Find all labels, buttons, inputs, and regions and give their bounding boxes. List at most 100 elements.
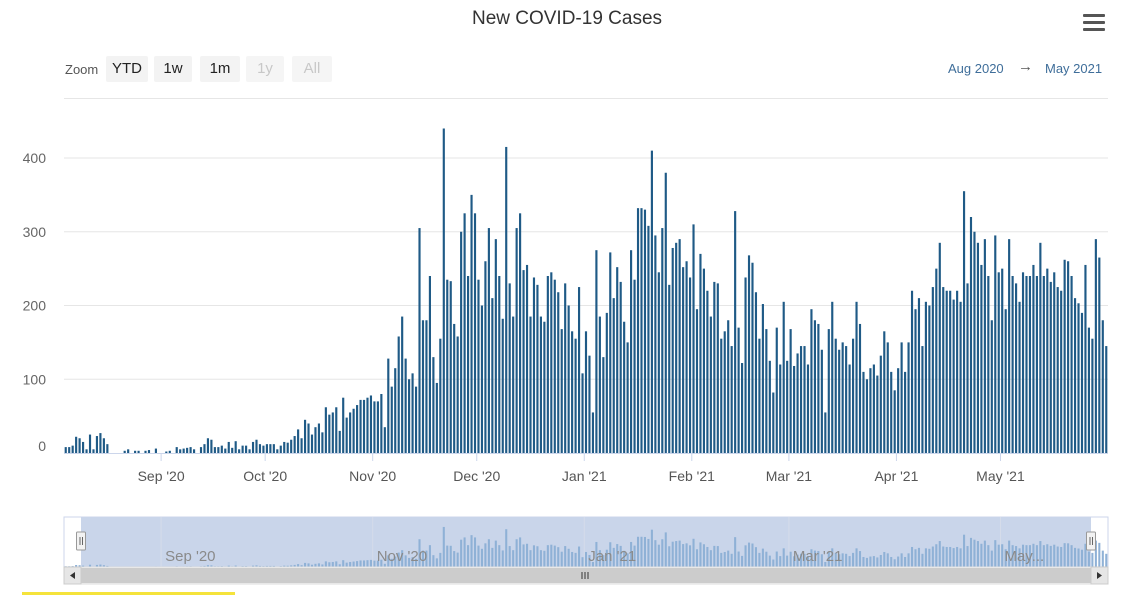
bar[interactable] [88,434,92,453]
navigator-right-handle[interactable] [1086,531,1096,551]
range-from-input[interactable]: Aug 2020 [948,61,1004,76]
bar[interactable] [879,355,882,453]
bar[interactable] [532,277,536,453]
bar[interactable] [782,301,785,453]
bar[interactable] [671,247,674,453]
bar[interactable] [238,449,241,453]
bar[interactable] [359,399,362,453]
bar[interactable] [560,329,563,453]
bar[interactable] [602,357,605,454]
bar[interactable] [192,449,196,453]
bar[interactable] [255,439,258,453]
bar[interactable] [446,279,449,453]
bar[interactable] [931,287,934,453]
bar[interactable] [654,235,657,453]
bar[interactable] [959,301,962,453]
bar[interactable] [682,267,685,453]
bar[interactable] [536,284,539,453]
bar[interactable] [352,408,355,453]
bar[interactable] [491,298,494,454]
bar[interactable] [1018,301,1021,453]
bar[interactable] [949,290,952,453]
bar[interactable] [543,321,546,453]
bar[interactable] [997,272,1000,453]
bar[interactable] [321,432,324,453]
bar[interactable] [505,146,508,453]
bar[interactable] [813,320,816,453]
bar[interactable] [626,342,629,454]
bar[interactable] [425,320,428,453]
bar[interactable] [168,450,171,453]
bar[interactable] [1056,287,1059,453]
bar[interactable] [754,292,758,453]
bar[interactable] [307,423,310,454]
bar[interactable] [286,442,289,453]
bar[interactable] [453,323,456,453]
bar[interactable] [900,342,903,454]
bar[interactable] [1077,303,1080,453]
bar[interactable] [290,439,293,453]
bar[interactable] [473,213,477,453]
bar[interactable] [820,349,823,453]
bar[interactable] [1073,298,1077,454]
bar[interactable] [904,371,907,454]
bar[interactable] [598,316,601,453]
bar[interactable] [82,441,85,453]
bar[interactable] [695,309,699,453]
bar[interactable] [893,390,896,453]
bar[interactable] [956,290,959,453]
bar[interactable] [460,231,463,453]
bar[interactable] [751,262,754,453]
bar[interactable] [1021,272,1025,453]
bar[interactable] [467,276,470,453]
range-to-input[interactable]: May 2021 [1045,61,1103,76]
bar[interactable] [224,448,227,453]
bar[interactable] [380,394,383,453]
bar[interactable] [1046,268,1049,454]
bar[interactable] [498,276,501,453]
bar[interactable] [702,268,705,454]
bar[interactable] [845,346,848,453]
bar[interactable] [872,364,875,454]
bar[interactable] [789,329,792,453]
bar[interactable] [1087,327,1090,454]
bar[interactable] [640,208,643,453]
bar[interactable] [1039,242,1042,453]
bar[interactable] [279,445,282,454]
bar[interactable] [869,368,872,453]
bar[interactable] [442,128,445,454]
bar[interactable] [643,209,647,454]
bar[interactable] [952,299,955,453]
bar[interactable] [831,301,834,453]
bar[interactable] [841,342,844,454]
bar[interactable] [772,392,775,453]
bar[interactable] [1067,261,1070,453]
bar[interactable] [973,231,976,453]
bar[interactable] [175,447,178,453]
bar[interactable] [720,338,723,453]
bar[interactable] [227,441,230,453]
bar[interactable] [362,399,366,453]
bar[interactable] [1032,264,1035,453]
bar[interactable] [706,290,709,453]
bar[interactable] [487,228,490,453]
bar[interactable] [744,277,747,453]
bar[interactable] [342,397,345,453]
zoom-1m-button[interactable]: 1m [200,56,240,82]
bar[interactable] [914,309,917,453]
bar[interactable] [907,342,910,454]
bar[interactable] [258,444,262,453]
bar[interactable] [1094,239,1097,454]
bar[interactable] [685,261,688,453]
bar[interactable] [1011,276,1014,453]
bar[interactable] [817,323,820,453]
bar[interactable] [761,304,764,453]
bar[interactable] [519,213,522,453]
bar[interactable] [647,225,650,453]
bar[interactable] [834,338,837,453]
bar[interactable] [567,305,570,454]
bar[interactable] [64,447,67,453]
bar[interactable] [95,436,99,453]
bar[interactable] [522,270,525,453]
bar[interactable] [966,283,969,454]
